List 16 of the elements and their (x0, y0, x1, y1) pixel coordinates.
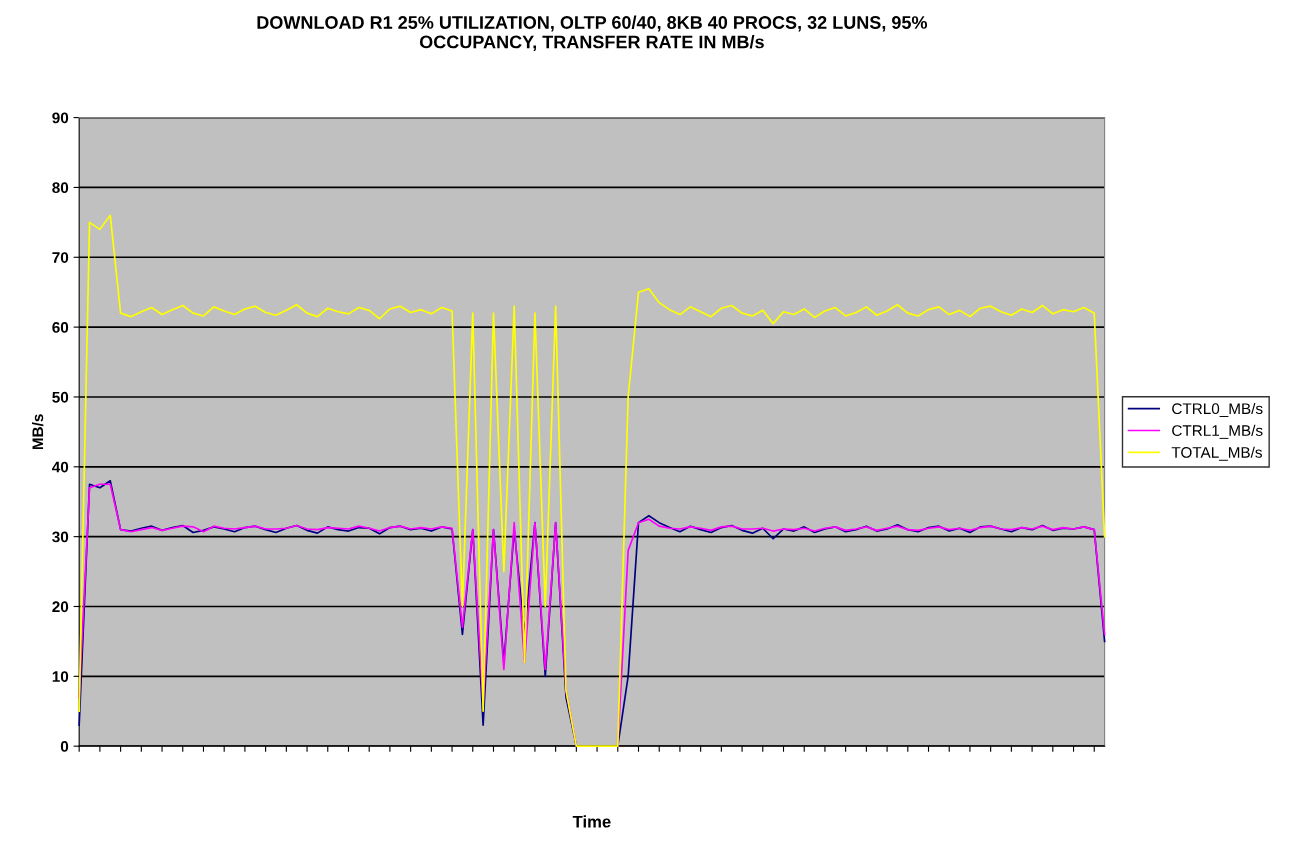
y-axis-title: MB/s (31, 414, 44, 450)
x-axis-title: Time (572, 815, 611, 828)
y-tick-label: 10 (52, 671, 69, 683)
y-tick-label: 80 (52, 182, 69, 194)
legend-label: CTRL1_MB/s (1172, 424, 1263, 439)
y-tick-label: 90 (52, 112, 69, 124)
y-tick-label: 40 (52, 461, 69, 473)
legend-label: CTRL0_MB/s (1172, 402, 1263, 417)
chart-title: DOWNLOAD R1 25% UTILIZATION, OLTP 60/40, 8KB 40 PROCS, 32 LUNS, 95% OCCUPANCY, TRANSFER RATE IN MB/s (257, 15, 928, 51)
y-tick-label: 0 (60, 741, 69, 752)
y-tick-label: 30 (52, 531, 69, 543)
y-tick-label: 70 (52, 252, 69, 263)
legend-label: TOTAL_MB/s (1171, 446, 1262, 461)
y-tick-label: 50 (52, 391, 69, 403)
y-tick-label: 20 (52, 601, 69, 613)
y-tick-label: 60 (52, 321, 69, 333)
